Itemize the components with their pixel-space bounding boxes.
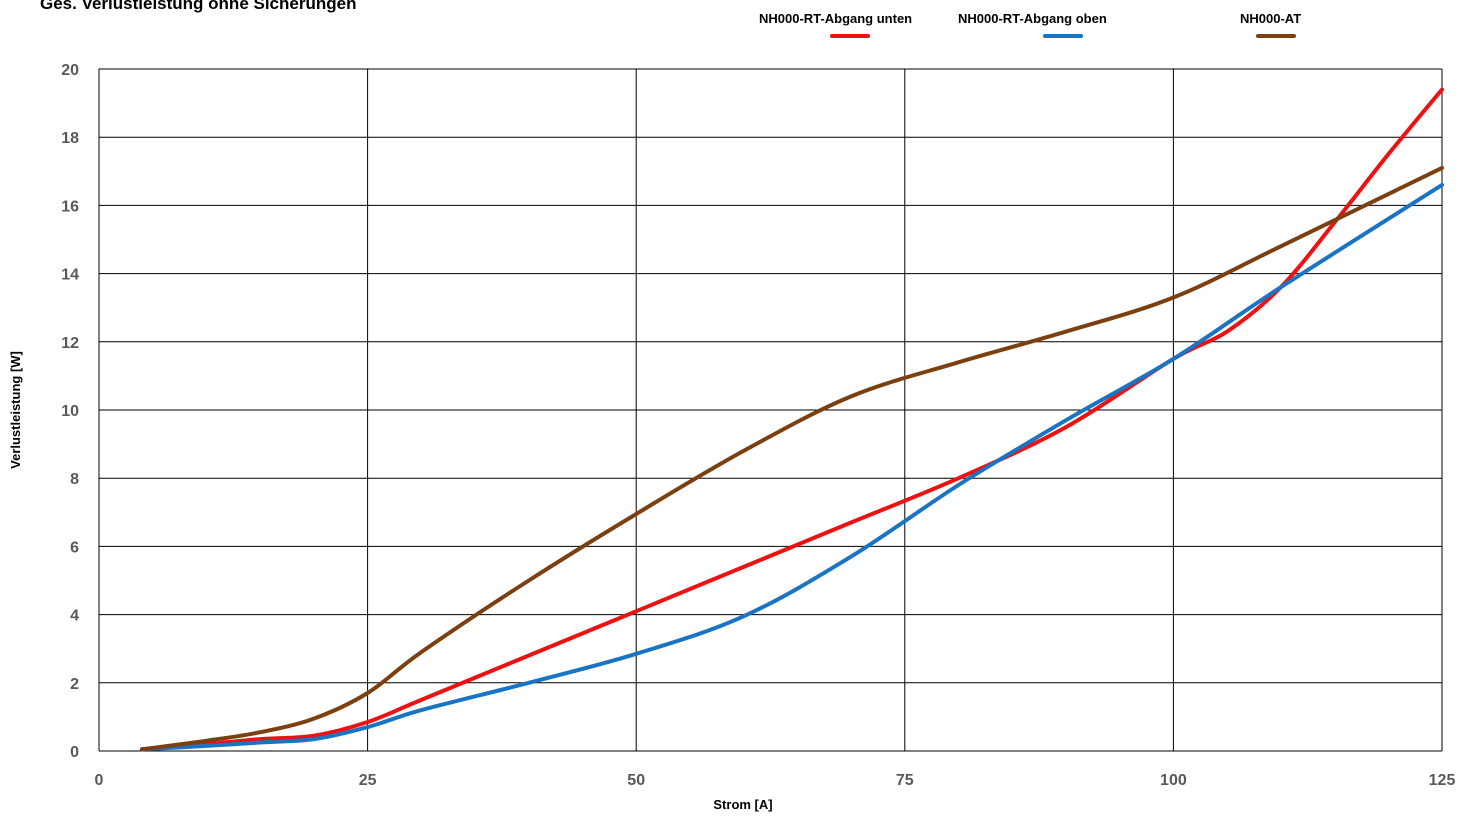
legend-swatch-at [1256, 34, 1296, 38]
y-tick-label: 18 [61, 130, 79, 147]
x-tick-label: 75 [896, 772, 914, 789]
x-tick-label: 0 [95, 772, 104, 789]
legend-swatch-unten [830, 34, 870, 38]
y-tick-label: 0 [70, 744, 79, 761]
y-tick-label: 2 [70, 676, 79, 693]
legend-label-oben: NH000-RT-Abgang oben [958, 11, 1107, 26]
series-lines [140, 87, 1444, 752]
y-tick-label: 14 [61, 267, 79, 284]
x-tick-label: 50 [627, 772, 645, 789]
y-tick-label: 12 [61, 335, 79, 352]
x-axis-label: Strom [A] [713, 797, 772, 812]
y-tick-label: 8 [70, 471, 79, 488]
series-line-unten [140, 87, 1444, 752]
legend-swatch-oben [1043, 34, 1083, 38]
x-tick-label: 100 [1160, 772, 1187, 789]
y-tick-label: 16 [61, 198, 79, 215]
x-tick-label: 125 [1429, 772, 1456, 789]
chart-title: Ges. Verlustleistung ohne Sicherungen [40, 0, 357, 13]
y-tick-label: 6 [70, 539, 79, 556]
series-line-at [140, 165, 1444, 752]
y-tick-label: 20 [61, 62, 79, 79]
tick-labels: 0 2 4 6 8 10 12 14 16 18 20 0 25 50 75 100 125 [61, 62, 1455, 789]
legend-label-unten: NH000-RT-Abgang unten [759, 11, 913, 26]
grid-lines [98, 68, 1443, 752]
series-line-oben [140, 182, 1444, 752]
legend-label-at: NH000-AT [1240, 11, 1302, 26]
y-tick-label: 10 [61, 403, 79, 420]
x-tick-label: 25 [359, 772, 377, 789]
y-axis-label: Verlustleistung [W] [8, 351, 23, 469]
y-tick-label: 4 [70, 608, 79, 625]
